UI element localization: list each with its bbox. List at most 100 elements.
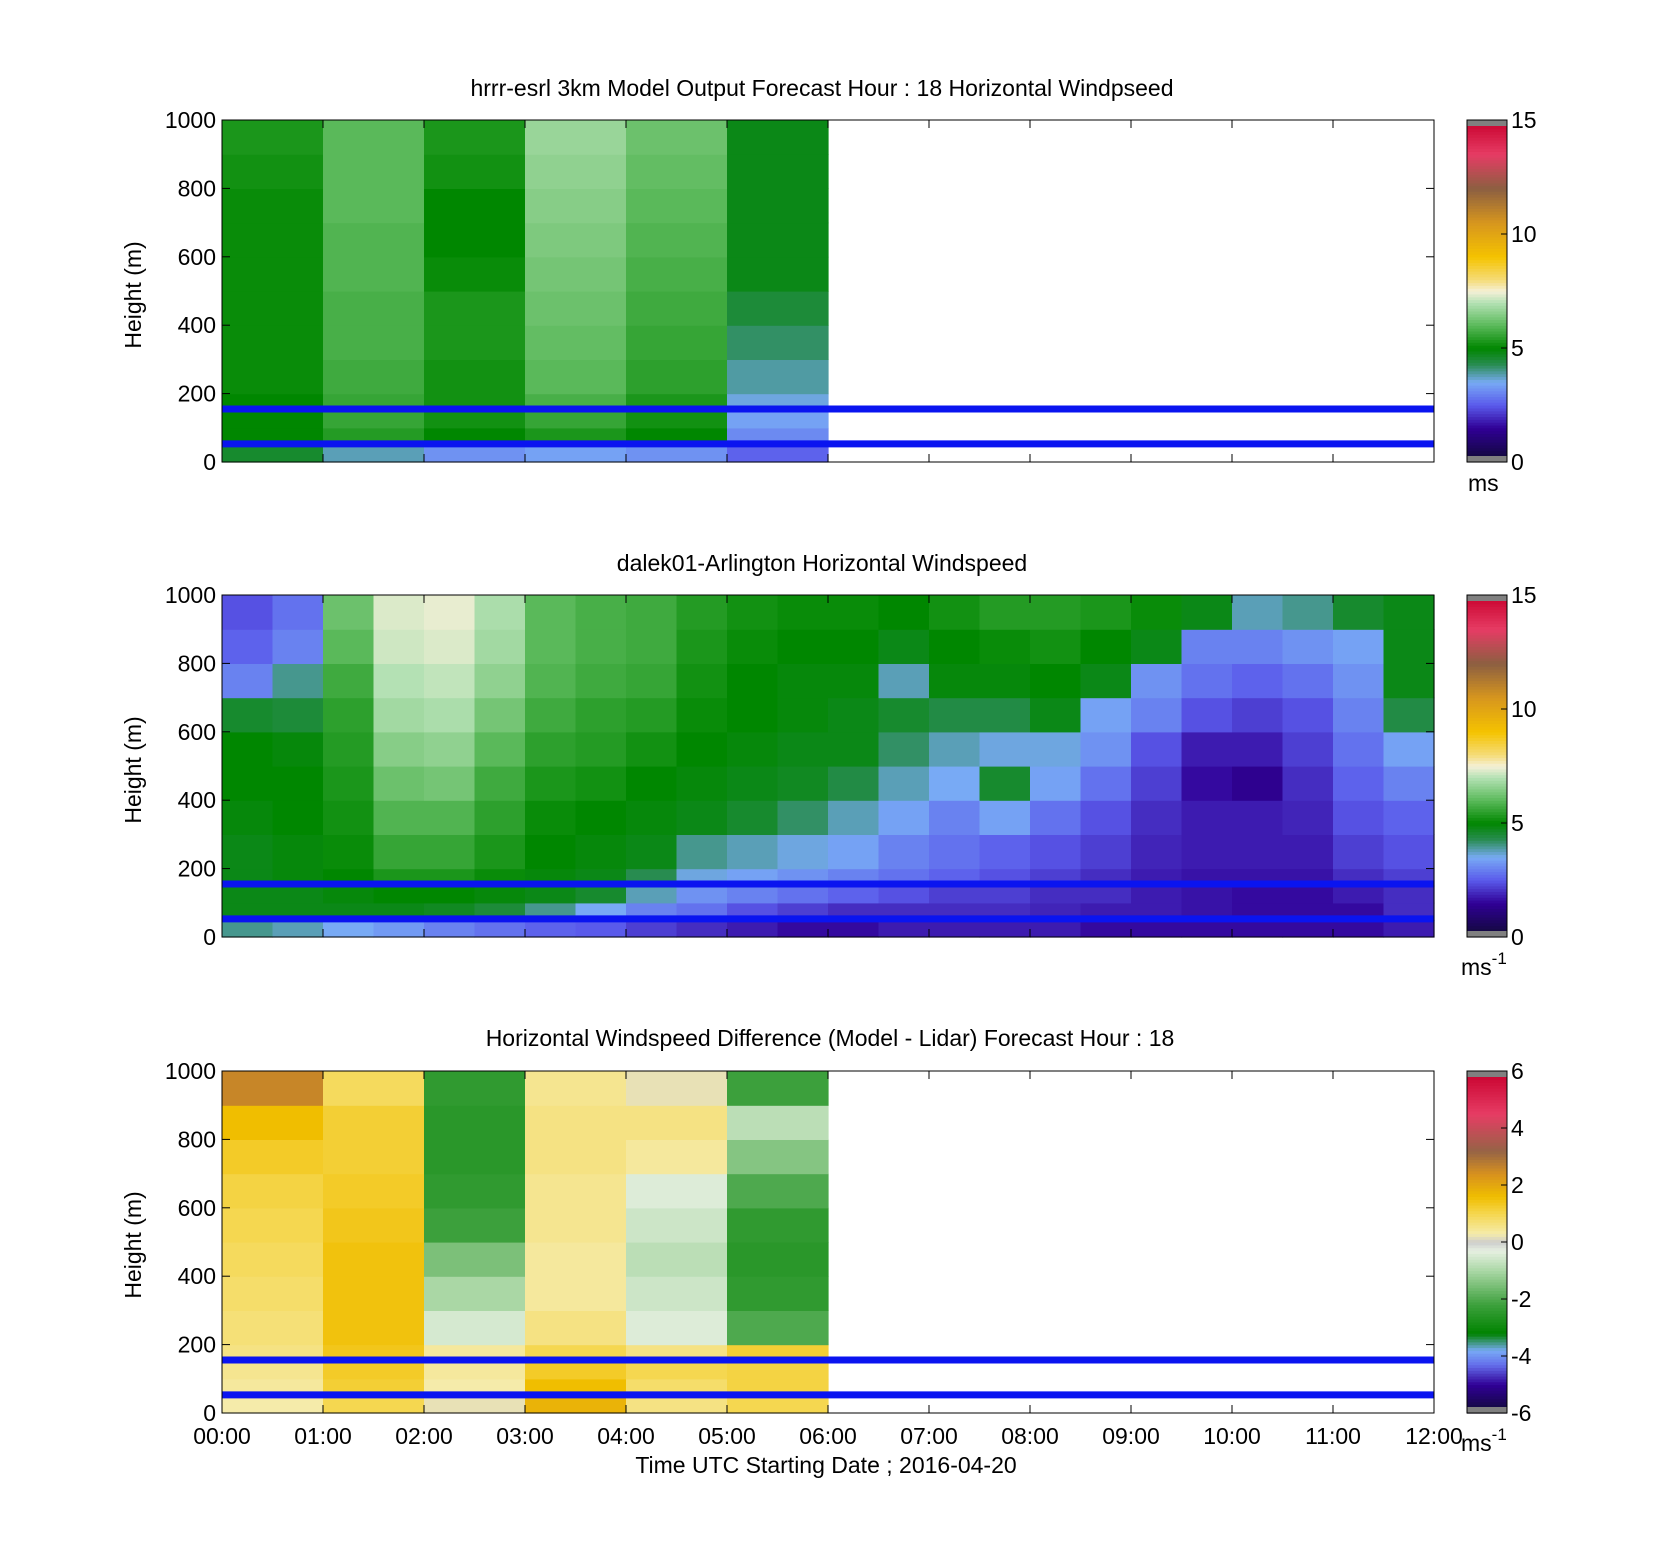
panel-lidar-cell (474, 629, 526, 664)
panel-lidar-cell (626, 663, 678, 699)
panel-lidar-cell (777, 629, 829, 664)
panel-model-cell (626, 256, 728, 292)
panel-lidar-cell (1333, 663, 1385, 699)
panel-difference-cell (525, 1310, 627, 1346)
panel-difference-colorbar-band (1467, 1299, 1507, 1303)
panel-difference-colorbar-band (1467, 1167, 1507, 1172)
panel-lidar-cell (1181, 885, 1233, 904)
panel-lidar-cell (626, 697, 678, 733)
panel-difference-colorbar-band (1467, 1390, 1507, 1394)
panel-lidar-colorbar-band (1467, 763, 1507, 767)
panel-model-cell (525, 120, 627, 155)
panel-model-colorbar-band (1467, 430, 1507, 435)
panel-model-colorbar-band (1467, 137, 1507, 141)
panel-model-colorbar-band (1467, 216, 1507, 221)
panel-model-colorbar-band (1467, 211, 1507, 215)
panel-lidar-cell (1030, 800, 1082, 835)
panel-difference-cell (424, 1361, 526, 1380)
panel-difference-colorbar-band (1467, 1333, 1507, 1337)
panel-model-cell (424, 291, 526, 326)
panel-lidar-cell (1080, 731, 1132, 767)
panel-model-colorbar-under (1467, 456, 1507, 462)
panel-lidar-colorbar-band (1467, 865, 1507, 870)
panel-lidar-colorbar-band (1467, 794, 1507, 798)
panel-model-colorbar-band (1467, 350, 1507, 355)
panel-difference-colorbar-band (1467, 1205, 1507, 1209)
panel-lidar-colorbar-band (1467, 734, 1507, 739)
panel-lidar-cell (1131, 885, 1183, 904)
panel-model-colorbar-band (1467, 325, 1507, 329)
panel-lidar-cell (323, 595, 375, 630)
panel-lidar-cell (474, 919, 526, 938)
panel-lidar-cell (373, 629, 425, 664)
panel-lidar-cell (323, 800, 375, 835)
panel-lidar-cell (222, 731, 274, 767)
panel-difference-colorbar-tick-label: 0 (1511, 1229, 1524, 1255)
panel-lidar-colorbar-band (1467, 606, 1507, 610)
panel-difference-colorbar-band (1467, 1247, 1507, 1252)
panel-difference-colorbar-band (1467, 1361, 1507, 1366)
panel-lidar-cell (424, 697, 476, 733)
panel-difference-plot: 0 200 400 600 800 1000 00:00 01:00 02:00 03:00 04:… (165, 1058, 1463, 1449)
panel-model-colorbar-band (1467, 248, 1507, 252)
panel-lidar-colorbar-band (1467, 828, 1507, 833)
panel-lidar-cell (272, 731, 324, 767)
panel-lidar-colorbar-band (1467, 666, 1507, 670)
panel-difference-colorbar-band (1467, 1279, 1507, 1283)
panel-difference-cell (222, 1207, 324, 1243)
panel-difference-cell (525, 1105, 627, 1140)
panel-model-colorbar-band (1467, 179, 1507, 184)
panel-lidar-cell (1282, 834, 1334, 870)
panel-model-cell (727, 256, 829, 292)
panel-lidar-ytick-label: 600 (178, 719, 216, 745)
panel-lidar-cell (222, 663, 274, 699)
panel-difference-cell (525, 1071, 627, 1106)
panel-model-colorbar-band (1467, 276, 1507, 281)
panel-lidar-cell (929, 885, 981, 904)
panel-lidar-cell (676, 595, 728, 630)
panel-model-colorbar-band (1467, 382, 1507, 386)
panel-difference-colorbar-band (1467, 1216, 1507, 1220)
panel-difference-cell (727, 1105, 829, 1140)
panel-difference-cell (727, 1310, 829, 1346)
panel-model-colorbar-band (1467, 319, 1507, 323)
panel-lidar-cell (1383, 800, 1435, 835)
panel-model-colorbar-band (1467, 436, 1507, 440)
panel-difference-cell (222, 1071, 324, 1106)
panel-lidar-cell (272, 629, 324, 664)
panel-lidar-cell (1181, 595, 1233, 630)
panel-lidar-colorbar-band (1467, 632, 1507, 636)
panel-model-ytick-label: 1000 (165, 107, 216, 133)
panel-difference-cell (626, 1242, 728, 1277)
panel-lidar-cell (777, 885, 829, 904)
panel-lidar-colorbar-band (1467, 777, 1507, 781)
panel-difference-cell (626, 1361, 728, 1380)
panel-difference-colorbar-tick-label: 2 (1511, 1172, 1524, 1198)
panel-difference-cell (222, 1310, 324, 1346)
panel-difference-colorbar-band (1467, 1227, 1507, 1232)
panel-model-colorbar-band (1467, 125, 1507, 130)
panel-lidar-colorbar: 0 5 10 15 (1466, 582, 1537, 950)
panel-lidar-colorbar-band (1467, 845, 1507, 850)
panel-difference-colorbar-band (1467, 1310, 1507, 1314)
panel-difference-colorbar-band (1467, 1293, 1507, 1297)
panel-model-cell (626, 154, 728, 189)
panel-lidar-cell (979, 629, 1031, 664)
panel-lidar-cell (1232, 834, 1284, 870)
panel-lidar-cell (878, 731, 930, 767)
panel-model-colorbar-band (1467, 219, 1507, 224)
panel-difference-colorbar-band (1467, 1250, 1507, 1254)
panel-model-colorbar-band (1467, 271, 1507, 275)
panel-lidar-colorbar-band (1467, 677, 1507, 682)
panel-lidar-colorbar-band (1467, 709, 1507, 713)
panel-lidar-cell (727, 629, 779, 664)
panel-lidar-cell (676, 919, 728, 938)
panel-lidar-cell (777, 834, 829, 870)
panel-lidar-cell (525, 629, 577, 664)
panel-difference-cell (525, 1173, 627, 1209)
panel-lidar-cell (676, 885, 728, 904)
panel-lidar-cell (929, 800, 981, 835)
panel-lidar-cell (676, 731, 728, 767)
panel-difference-colorbar-band (1467, 1296, 1507, 1300)
